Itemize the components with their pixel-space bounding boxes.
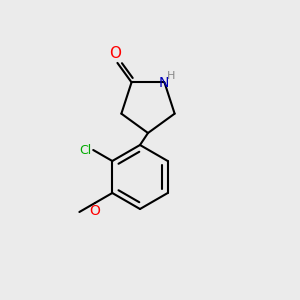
Text: H: H <box>167 71 175 81</box>
Text: O: O <box>89 204 100 218</box>
Text: O: O <box>110 46 122 61</box>
Text: N: N <box>158 76 169 90</box>
Text: Cl: Cl <box>79 143 91 157</box>
